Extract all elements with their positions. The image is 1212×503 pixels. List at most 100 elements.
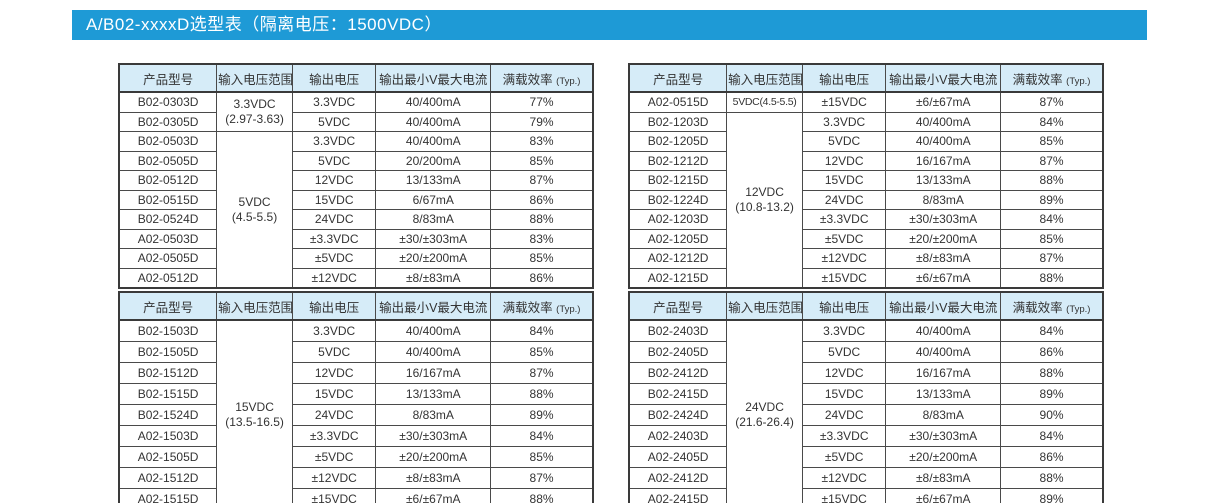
selection-table: 产品型号 输入电压范围 输出电压 输出最小V最大电流 满载效率 (Typ.) B02-24… <box>628 291 1104 503</box>
table-row: B02-1215D 15VDC 13/133mA 88% <box>628 170 1104 191</box>
column-header-efficiency: 满载效率 (Typ.) <box>1000 63 1104 93</box>
selection-table: 产品型号 输入电压范围 输出电压 输出最小V最大电流 满载效率 (Typ.) A02-05… <box>628 63 1104 289</box>
table-row: A02-0505D ±5VDC ±20/±200mA 85% <box>118 248 594 269</box>
model-cell: B02-0515D <box>118 189 218 210</box>
efficiency-cell: 86% <box>490 267 594 289</box>
efficiency-cell: 88% <box>490 383 594 405</box>
output-current-cell: ±6/±67mA <box>375 488 492 503</box>
model-cell: A02-1515D <box>118 488 218 503</box>
column-header: 输出最小V最大电流 <box>375 291 492 321</box>
efficiency-header-label: 满载效率 <box>1012 300 1063 315</box>
column-header: 输出电压 <box>291 291 377 321</box>
output-voltage-cell: ±3.3VDC <box>801 425 887 447</box>
efficiency-cell: 89% <box>1000 189 1104 210</box>
table-row: A02-2412D ±12VDC ±8/±83mA 88% <box>628 467 1104 489</box>
output-voltage-cell: 5VDC <box>801 131 887 152</box>
column-header: 输出电压 <box>801 291 887 321</box>
efficiency-cell: 84% <box>490 425 594 447</box>
output-current-cell: ±30/±303mA <box>375 425 492 447</box>
output-current-cell: 40/400mA <box>885 131 1002 152</box>
output-current-cell: 16/167mA <box>885 150 1002 171</box>
header-row: 产品型号 输入电压范围 输出电压 输出最小V最大电流 满载效率 (Typ.) <box>118 291 594 321</box>
input-range-cell: 3.3VDC (2.97-3.63) <box>216 91 293 132</box>
output-voltage-cell: ±3.3VDC <box>801 209 887 230</box>
model-cell: A02-2415D <box>628 488 728 503</box>
output-voltage-cell: 3.3VDC <box>291 319 377 342</box>
efficiency-cell: 86% <box>1000 341 1104 363</box>
column-header: 输出电压 <box>291 63 377 93</box>
efficiency-cell: 84% <box>1000 425 1104 447</box>
efficiency-cell: 83% <box>490 131 594 152</box>
model-cell: B02-1215D <box>628 170 728 191</box>
output-voltage-cell: ±15VDC <box>291 488 377 503</box>
output-voltage-cell: ±12VDC <box>291 467 377 489</box>
column-header: 输入电压范围 <box>216 63 293 93</box>
model-cell: A02-2405D <box>628 446 728 468</box>
selection-table: 产品型号 输入电压范围 输出电压 输出最小V最大电流 满载效率 (Typ.) B02-03… <box>118 63 594 289</box>
output-voltage-cell: 3.3VDC <box>801 111 887 132</box>
table-row: A02-2405D ±5VDC ±20/±200mA 86% <box>628 446 1104 468</box>
output-current-cell: 20/200mA <box>375 150 492 171</box>
selection-table: 产品型号 输入电压范围 输出电压 输出最小V最大电流 满载效率 (Typ.) B02-15… <box>118 291 594 503</box>
header-row: 产品型号 输入电压范围 输出电压 输出最小V最大电流 满载效率 (Typ.) <box>628 63 1104 93</box>
output-current-cell: 40/400mA <box>375 131 492 152</box>
efficiency-cell: 84% <box>490 319 594 342</box>
efficiency-cell: 89% <box>1000 383 1104 405</box>
output-current-cell: 13/133mA <box>375 170 492 191</box>
model-cell: A02-2412D <box>628 467 728 489</box>
table-row: B02-2415D 15VDC 13/133mA 89% <box>628 383 1104 405</box>
model-cell: A02-0512D <box>118 267 218 289</box>
input-range-line: (10.8-13.2) <box>735 199 794 214</box>
table-row: B02-1512D 12VDC 16/167mA 87% <box>118 362 594 384</box>
table-row: B02-1203D 12VDC (10.8-13.2) 3.3VDC 40/400mA 8… <box>628 111 1104 289</box>
efficiency-header-typ: (Typ.) <box>1066 303 1091 315</box>
output-current-cell: 40/400mA <box>375 319 492 342</box>
table-row: B02-2403D 24VDC (21.6-26.4) 3.3VDC 40/400mA 8… <box>628 319 1104 503</box>
efficiency-cell: 89% <box>490 404 594 426</box>
output-current-cell: 40/400mA <box>885 319 1002 342</box>
output-current-cell: ±30/±303mA <box>375 228 492 249</box>
output-current-cell: ±20/±200mA <box>885 228 1002 249</box>
table-row: A02-1512D ±12VDC ±8/±83mA 87% <box>118 467 594 489</box>
table-row: A02-1205D ±5VDC ±20/±200mA 85% <box>628 228 1104 249</box>
output-voltage-cell: ±12VDC <box>801 467 887 489</box>
efficiency-header-label: 满载效率 <box>1012 72 1063 87</box>
page-title: A/B02-xxxxD选型表（隔离电压：1500VDC） <box>72 10 1147 40</box>
output-voltage-cell: 15VDC <box>291 189 377 210</box>
table-row: B02-1224D 24VDC 8/83mA 89% <box>628 189 1104 210</box>
output-current-cell: ±20/±200mA <box>375 446 492 468</box>
table-row: B02-0303D 3.3VDC (2.97-3.63) 3.3VDC 40/400mA… <box>118 91 594 132</box>
model-cell: B02-2415D <box>628 383 728 405</box>
header-row: 产品型号 输入电压范围 输出电压 输出最小V最大电流 满载效率 (Typ.) <box>118 63 594 93</box>
efficiency-cell: 87% <box>1000 248 1104 269</box>
column-header: 输出最小V最大电流 <box>885 63 1002 93</box>
column-header-efficiency: 满载效率 (Typ.) <box>490 63 594 93</box>
table-row: A02-1203D ±3.3VDC ±30/±303mA 84% <box>628 209 1104 230</box>
efficiency-cell: 87% <box>490 362 594 384</box>
output-voltage-cell: ±15VDC <box>801 488 887 503</box>
column-header: 输入电压范围 <box>726 291 803 321</box>
efficiency-cell: 87% <box>490 170 594 191</box>
output-voltage-cell: 12VDC <box>801 362 887 384</box>
table-row: A02-1515D ±15VDC ±6/±67mA 88% <box>118 488 594 503</box>
efficiency-cell: 89% <box>1000 488 1104 503</box>
table-row: A02-2403D ±3.3VDC ±30/±303mA 84% <box>628 425 1104 447</box>
model-cell: B02-1212D <box>628 150 728 171</box>
table-row: B02-0503D 5VDC (4.5-5.5) 3.3VDC 40/400mA 83% <box>118 131 594 289</box>
table-row: B02-1212D 12VDC 16/167mA 87% <box>628 150 1104 171</box>
output-current-cell: ±8/±83mA <box>375 267 492 289</box>
model-cell: B02-1203D <box>628 111 728 132</box>
output-current-cell: 40/400mA <box>885 111 1002 132</box>
input-range-cell: 15VDC (13.5-16.5) <box>216 319 293 503</box>
output-voltage-cell: 5VDC <box>291 150 377 171</box>
model-cell: B02-0505D <box>118 150 218 171</box>
output-current-cell: 16/167mA <box>885 362 1002 384</box>
efficiency-cell: 88% <box>1000 267 1104 289</box>
column-header-efficiency: 满载效率 (Typ.) <box>490 291 594 321</box>
input-range-line: (21.6-26.4) <box>735 415 794 429</box>
input-range-line: 12VDC <box>745 184 784 199</box>
column-header: 产品型号 <box>118 63 218 93</box>
selection-table-bottom-left: 产品型号 输入电压范围 输出电压 输出最小V最大电流 满载效率 (Typ.) B02-15… <box>118 291 594 503</box>
efficiency-cell: 88% <box>1000 467 1104 489</box>
efficiency-header-typ: (Typ.) <box>1066 75 1091 87</box>
